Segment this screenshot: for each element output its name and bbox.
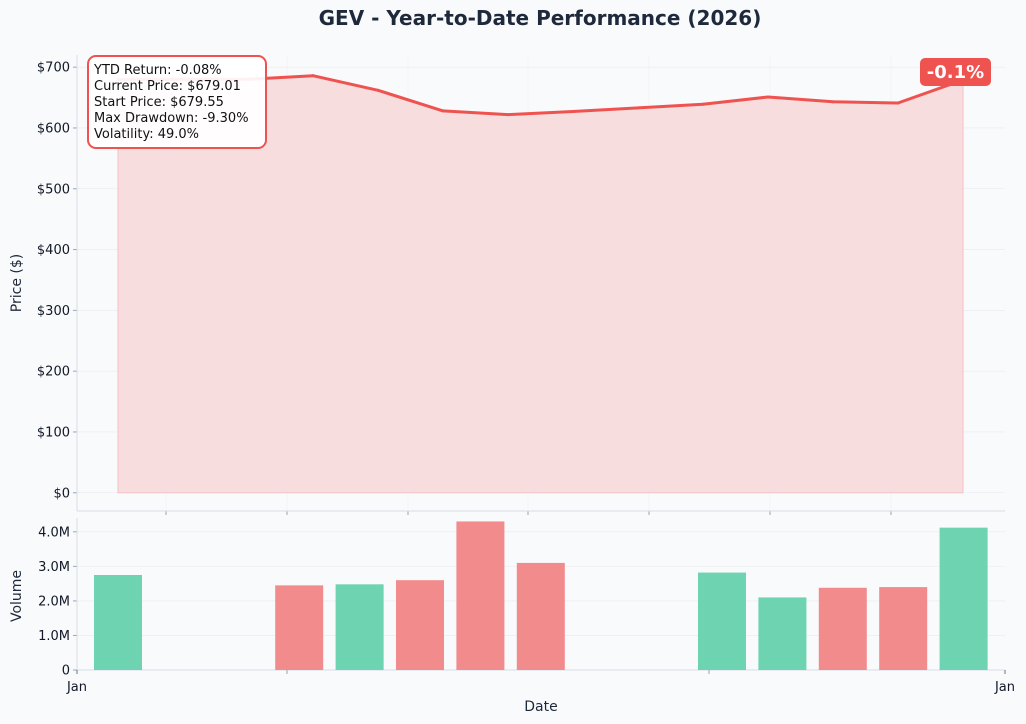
x-axis-label: Date xyxy=(524,699,557,715)
stats-max-drawdown: Max Drawdown: -9.30% xyxy=(94,111,249,126)
volume-bar xyxy=(758,597,807,670)
volume-bar xyxy=(879,587,928,670)
volume-bar xyxy=(698,572,746,670)
price-point xyxy=(506,113,510,117)
volume-bar xyxy=(94,575,142,670)
price-point xyxy=(636,106,640,110)
volume-bar xyxy=(275,585,324,670)
return-badge-text: -0.1% xyxy=(927,62,984,83)
price-point xyxy=(311,74,315,78)
return-badge-bg xyxy=(920,58,991,86)
price-tick-label: $700 xyxy=(37,61,70,76)
price-tick-label: $0 xyxy=(53,486,70,501)
volume-tick-label: 4.0M xyxy=(38,525,70,540)
price-point xyxy=(376,88,380,92)
volume-bar xyxy=(396,580,444,670)
price-panel: $0 $100 $200 $300 $400 $500 $600 $700 xyxy=(37,55,1005,515)
return-badge: -0.1% xyxy=(920,58,991,86)
price-tick-label: $500 xyxy=(37,182,70,197)
price-tick-label: $600 xyxy=(37,121,70,136)
price-tick-label: $300 xyxy=(37,304,70,319)
volume-axis-label: Volume xyxy=(9,570,25,622)
price-tick-label: $400 xyxy=(37,243,70,258)
stats-box: YTD Return: -0.08% Current Price: $679.0… xyxy=(87,55,267,149)
volume-bar xyxy=(818,587,867,670)
stats-ytd-return: YTD Return: -0.08% xyxy=(93,63,222,78)
price-point xyxy=(571,110,575,114)
price-point xyxy=(701,102,705,106)
volume-tick-label: 0 xyxy=(62,664,70,679)
stats-start-price: Start Price: $679.55 xyxy=(94,95,224,110)
price-axis-label: Price ($) xyxy=(9,254,25,312)
volume-tick-label: 1.0M xyxy=(38,629,70,644)
price-tick-label: $200 xyxy=(37,365,70,380)
x-tick-label: Jan xyxy=(994,680,1015,695)
price-point xyxy=(831,100,835,104)
volume-tick-label: 2.0M xyxy=(38,594,70,609)
volume-bar xyxy=(335,584,384,670)
volume-bar xyxy=(456,521,505,670)
stats-current-price: Current Price: $679.01 xyxy=(94,79,241,94)
chart-title: GEV - Year-to-Date Performance (2026) xyxy=(319,6,762,30)
stats-box-frame xyxy=(87,55,267,149)
volume-panel: 0 1.0M 2.0M 3.0M 4.0M Jan Jan xyxy=(38,518,1015,695)
volume-bar xyxy=(939,527,988,670)
volume-tick-label: 3.0M xyxy=(38,560,70,575)
stats-volatility: Volatility: 49.0% xyxy=(94,127,199,142)
price-point xyxy=(896,101,900,105)
price-point xyxy=(766,95,770,99)
x-tick-label: Jan xyxy=(66,680,87,695)
price-point xyxy=(441,109,445,113)
volume-bar xyxy=(516,562,565,670)
price-tick-label: $100 xyxy=(37,425,70,440)
